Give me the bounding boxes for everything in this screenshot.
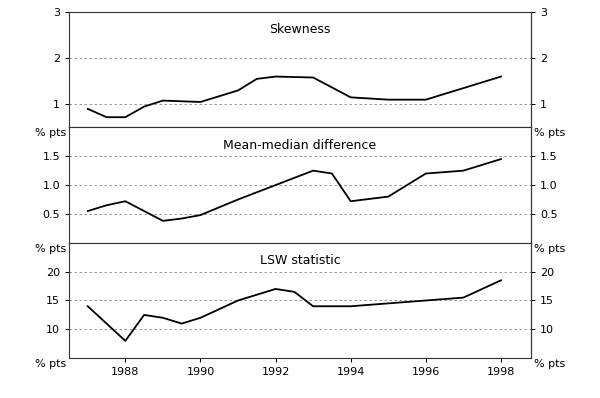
Text: LSW statistic: LSW statistic <box>260 254 340 267</box>
Text: % pts: % pts <box>35 244 66 254</box>
Text: Skewness: Skewness <box>269 23 331 37</box>
Text: % pts: % pts <box>534 128 565 138</box>
Text: % pts: % pts <box>35 359 66 369</box>
Text: % pts: % pts <box>534 359 565 369</box>
Text: Mean-median difference: Mean-median difference <box>223 139 377 152</box>
Text: % pts: % pts <box>534 244 565 254</box>
Text: % pts: % pts <box>35 128 66 138</box>
